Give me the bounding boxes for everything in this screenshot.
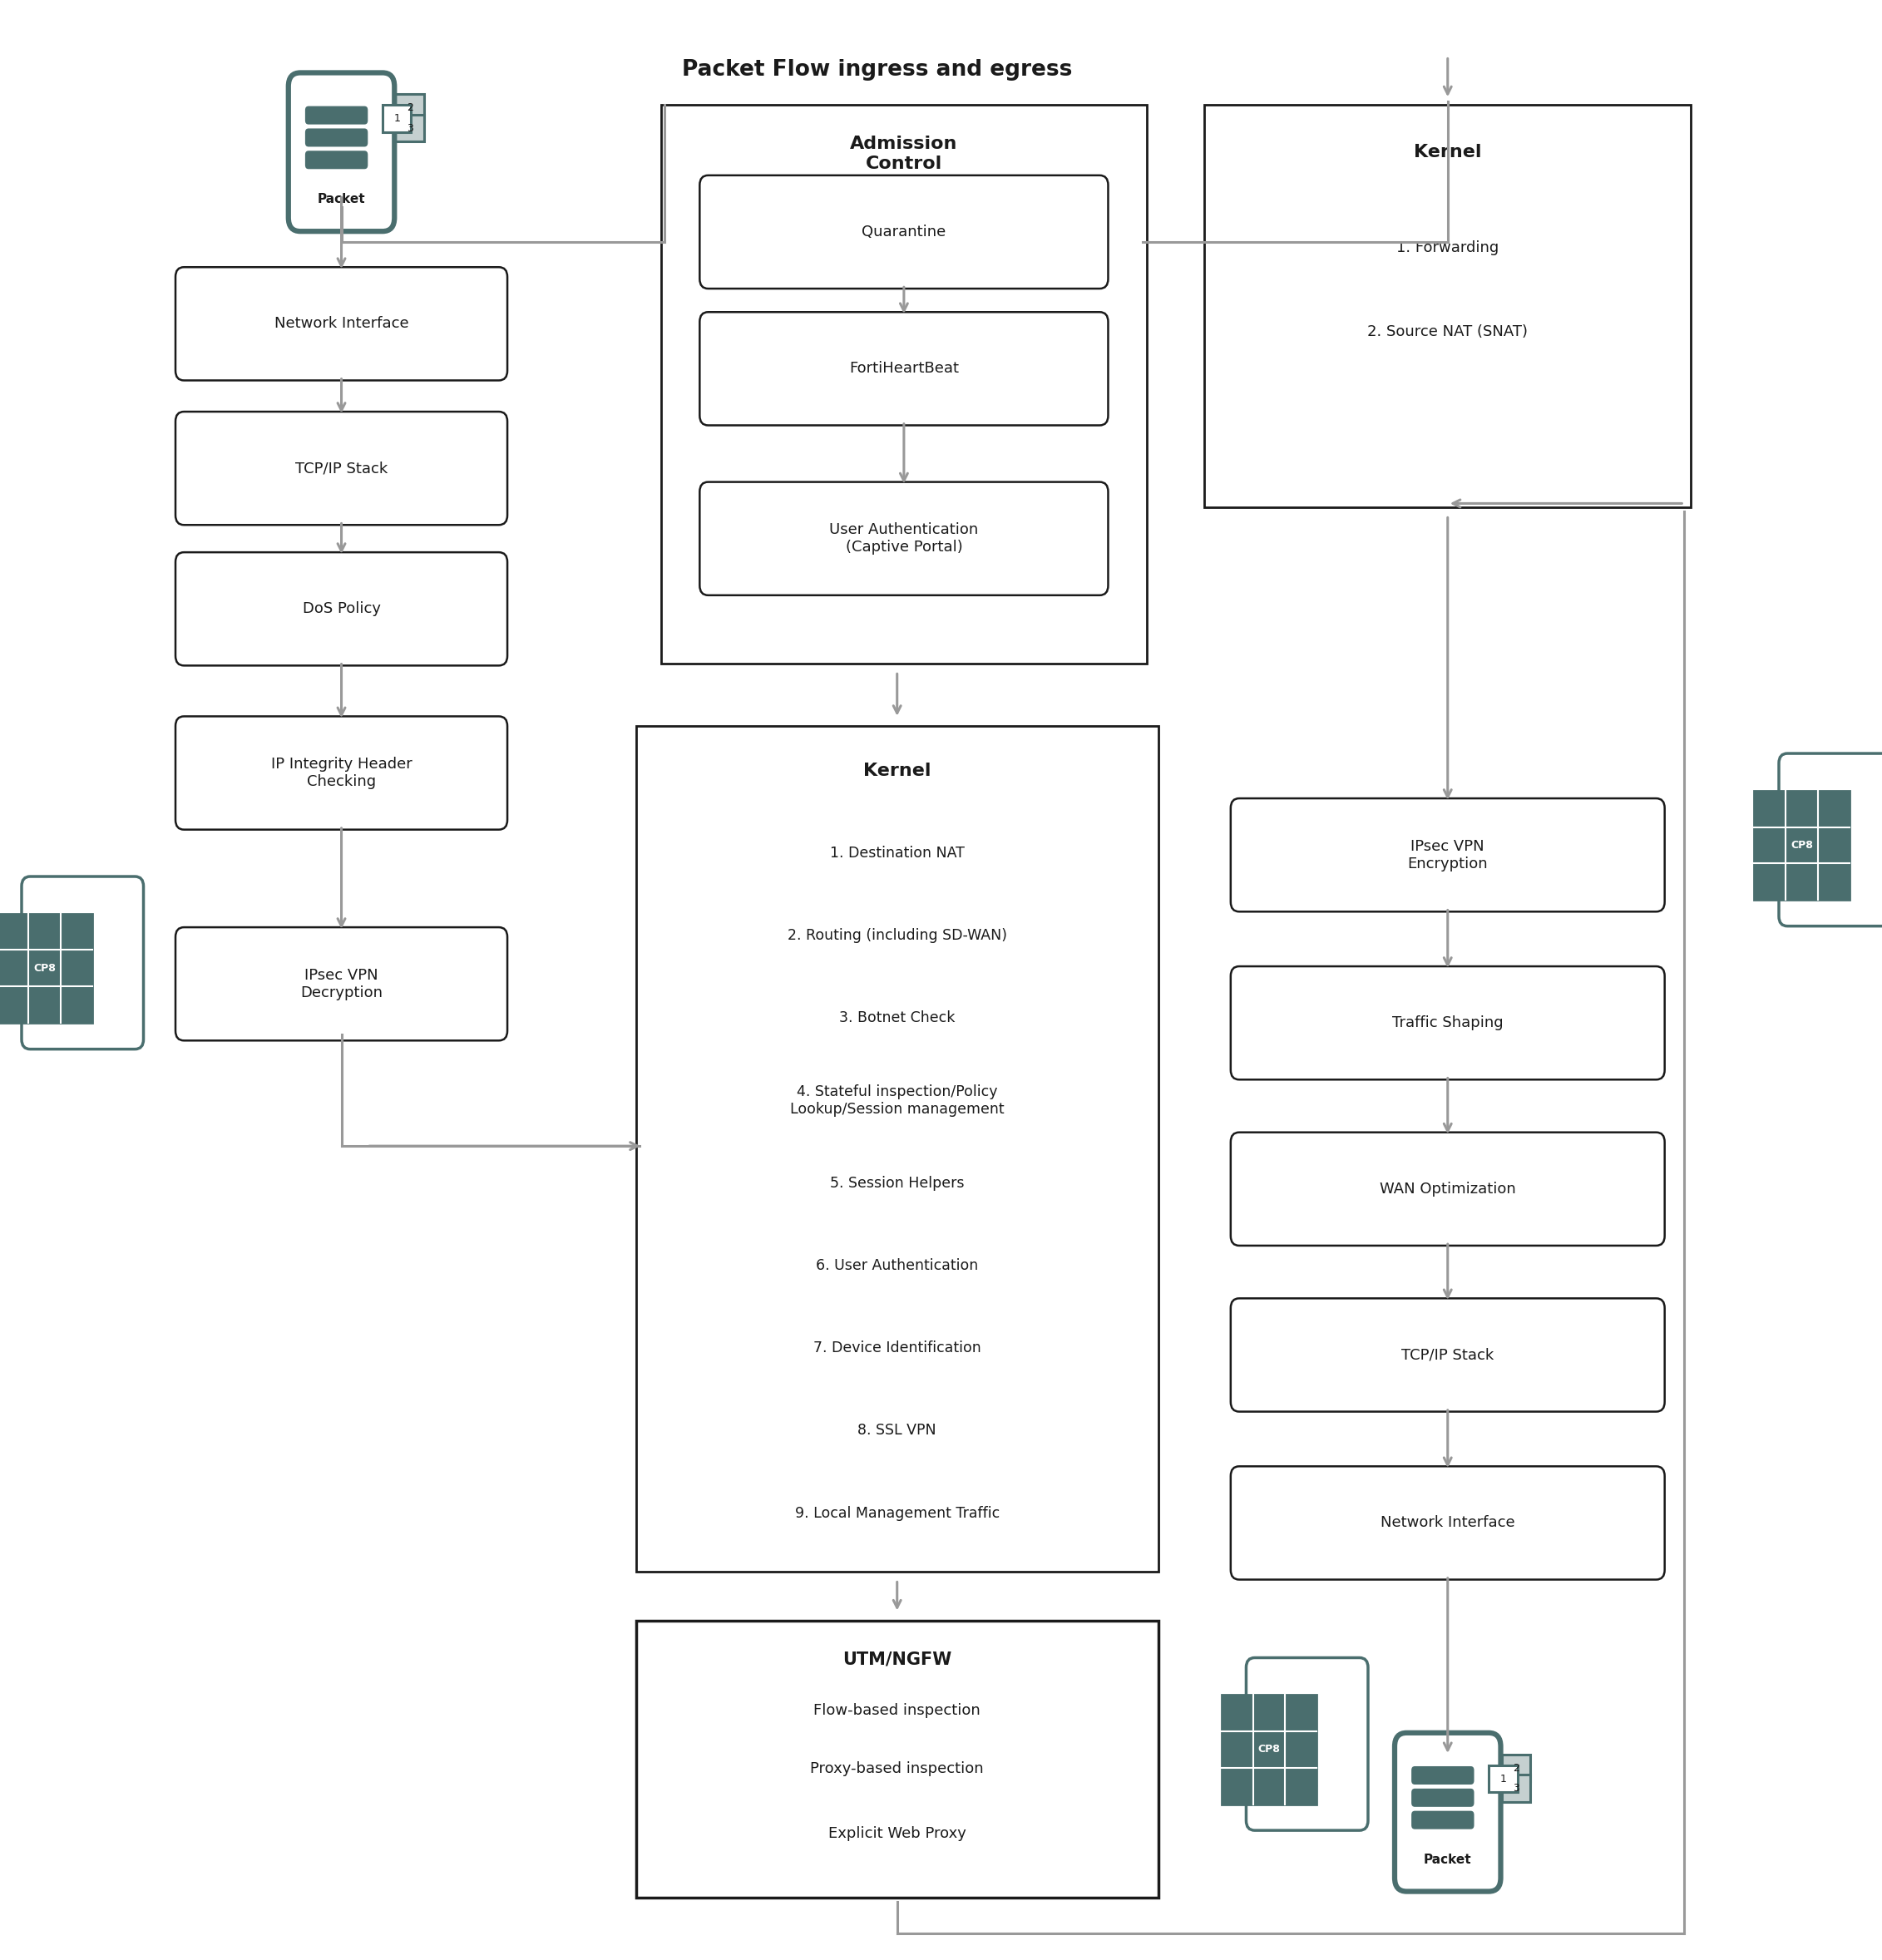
Text: Network Interface: Network Interface [275,316,408,331]
Text: 3. Botnet Check: 3. Botnet Check [839,1011,954,1025]
Text: IPsec VPN
Encryption: IPsec VPN Encryption [1408,839,1489,870]
Text: 8. SSL VPN: 8. SSL VPN [858,1423,937,1439]
FancyBboxPatch shape [1502,1754,1530,1782]
Text: TCP/IP Stack: TCP/IP Stack [1402,1348,1494,1362]
Text: Packet: Packet [318,192,365,206]
Text: Flow-based inspection: Flow-based inspection [813,1703,981,1717]
Text: TCP/IP Stack: TCP/IP Stack [295,461,388,476]
FancyBboxPatch shape [175,267,508,380]
FancyBboxPatch shape [175,553,508,666]
Text: 1. Forwarding: 1. Forwarding [1396,241,1498,255]
FancyBboxPatch shape [382,106,410,131]
Text: 3: 3 [407,123,412,133]
Text: CP8: CP8 [1257,1744,1280,1754]
FancyBboxPatch shape [1395,1733,1500,1891]
FancyBboxPatch shape [1778,753,1882,925]
Text: 2. Routing (including SD-WAN): 2. Routing (including SD-WAN) [787,929,1007,943]
Text: 2: 2 [407,102,412,114]
FancyBboxPatch shape [395,94,423,122]
Text: Quarantine: Quarantine [862,225,947,239]
FancyBboxPatch shape [288,73,395,231]
Text: Kernel: Kernel [864,762,932,780]
FancyBboxPatch shape [1412,1789,1474,1807]
Bar [0,913,92,1023]
Text: 6. User Authentication: 6. User Authentication [817,1258,979,1274]
Text: IP Integrity Header
Checking: IP Integrity Header Checking [271,757,412,790]
Text: IPsec VPN
Decryption: IPsec VPN Decryption [301,968,382,1000]
FancyBboxPatch shape [175,412,508,525]
FancyBboxPatch shape [700,482,1108,596]
FancyBboxPatch shape [1231,798,1666,911]
Text: Packet: Packet [1423,1852,1472,1866]
Bar [1221,1695,1317,1805]
FancyBboxPatch shape [305,106,367,123]
FancyBboxPatch shape [305,129,367,147]
Text: Admission
Control: Admission Control [851,135,958,172]
FancyBboxPatch shape [1231,1298,1666,1411]
Text: 5. Session Helpers: 5. Session Helpers [830,1176,964,1190]
FancyBboxPatch shape [1412,1811,1474,1829]
FancyBboxPatch shape [661,106,1146,664]
Bar [1754,790,1850,900]
Text: 9. Local Management Traffic: 9. Local Management Traffic [794,1505,999,1521]
FancyBboxPatch shape [21,876,143,1049]
Text: Proxy-based inspection: Proxy-based inspection [811,1762,984,1776]
Text: Explicit Web Proxy: Explicit Web Proxy [828,1827,965,1840]
FancyBboxPatch shape [1246,1658,1368,1831]
FancyBboxPatch shape [700,174,1108,288]
Text: 3: 3 [1513,1784,1519,1793]
FancyBboxPatch shape [175,927,508,1041]
FancyBboxPatch shape [395,114,423,141]
FancyBboxPatch shape [1231,1133,1666,1247]
Text: Kernel: Kernel [1413,143,1481,161]
FancyBboxPatch shape [1231,1466,1666,1580]
Text: 1. Destination NAT: 1. Destination NAT [830,845,964,860]
Text: WAN Optimization: WAN Optimization [1380,1182,1515,1196]
Text: CP9: CP9 [1297,1782,1317,1791]
Text: User Authentication
(Captive Portal): User Authentication (Captive Portal) [830,523,979,555]
Text: UTM/NGFW: UTM/NGFW [843,1652,952,1668]
Text: 2: 2 [1513,1762,1519,1774]
Text: CP8: CP8 [34,962,56,974]
Text: 1: 1 [393,114,401,123]
Text: CP9: CP9 [1829,878,1852,888]
Text: CP8: CP8 [1790,839,1812,851]
FancyBboxPatch shape [1502,1774,1530,1801]
Text: 7. Device Identification: 7. Device Identification [813,1341,981,1356]
Text: Traffic Shaping: Traffic Shaping [1393,1015,1504,1031]
Text: Network Interface: Network Interface [1381,1515,1515,1531]
FancyBboxPatch shape [1231,966,1666,1080]
FancyBboxPatch shape [700,312,1108,425]
Text: 4. Stateful inspection/Policy
Lookup/Session management: 4. Stateful inspection/Policy Lookup/Ses… [790,1084,1005,1117]
FancyBboxPatch shape [305,151,367,169]
FancyBboxPatch shape [1412,1766,1474,1784]
Text: Packet Flow ingress and egress: Packet Flow ingress and egress [683,59,1073,80]
FancyBboxPatch shape [1489,1766,1517,1791]
FancyBboxPatch shape [175,715,508,829]
FancyBboxPatch shape [636,1621,1157,1897]
FancyBboxPatch shape [636,725,1157,1572]
FancyBboxPatch shape [1204,106,1692,508]
Text: FortiHeartBeat: FortiHeartBeat [849,361,958,376]
Text: 2. Source NAT (SNAT): 2. Source NAT (SNAT) [1368,323,1528,339]
Text: DoS Policy: DoS Policy [303,602,380,615]
Text: 1: 1 [1500,1774,1506,1784]
Text: CP9: CP9 [72,1000,94,1011]
